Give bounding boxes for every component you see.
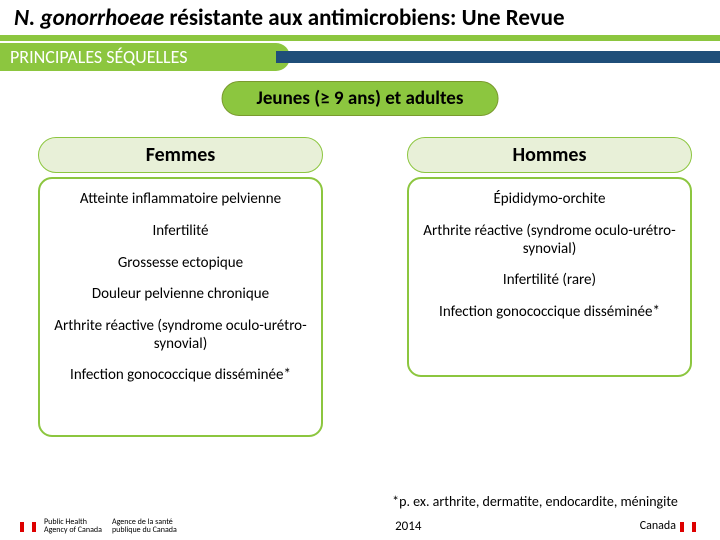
footnote: *p. ex. arthrite, dermatite, endocardite… [390,493,680,510]
title-bar: N. gonorrhoeae résistante aux antimicrob… [0,0,720,41]
panel-men: Épididymo-orchite Arthrite réactive (synd… [407,177,692,377]
flag-icon [20,522,36,532]
title-italic: N. gonorrhoeae [14,4,164,32]
logo-text-en: Public HealthAgency of Canada [44,518,102,534]
list-item: Atteinte inflammatoire pelvienne [80,191,281,209]
footer: Public HealthAgency of Canada Agence de … [0,516,720,540]
subtitle-row: PRINCIPALES SÉQUELLES [0,43,720,71]
list-item: Épididymo-orchite [493,191,605,209]
footer-year: 2014 [395,519,421,534]
gov-logo-right: Canada [640,520,700,532]
slide-title: N. gonorrhoeae résistante aux antimicrob… [14,6,706,31]
list-item: Grossesse ectopique [118,255,243,273]
flag-icon [680,522,696,532]
list-item: Infertilité [152,223,208,241]
logo-text-fr: Agence de la santépublique du Canada [112,518,177,534]
column-men: Hommes Épididymo-orchite Arthrite réactiv… [407,137,692,437]
canada-wordmark: Canada [640,520,676,532]
column-women: Femmes Atteinte inflammatoire pelvienne I… [38,137,323,437]
content-area: Jeunes (≥ 9 ans) et adultes Femmes Attei… [0,71,720,516]
list-item: Infection gonococcique disséminée* [70,367,291,385]
list-item: Douleur pelvienne chronique [92,286,269,304]
decor-bar [276,51,720,63]
slide: N. gonorrhoeae résistante aux antimicrob… [0,0,720,540]
list-item: Infertilité (rare) [503,272,596,290]
age-group-pill: Jeunes (≥ 9 ans) et adultes [222,81,499,116]
gov-logo-left: Public HealthAgency of Canada Agence de … [20,518,177,534]
panel-women: Atteinte inflammatoire pelvienne Infertil… [38,177,323,437]
columns: Femmes Atteinte inflammatoire pelvienne I… [38,137,692,437]
title-rest: résistante aux antimicrobiens: Une Revue [164,4,564,32]
list-item: Arthrite réactive (syndrome oculo-urétro… [419,223,680,258]
list-item: Infection gonococcique disséminée* [439,304,660,322]
column-header-women: Femmes [38,137,323,173]
column-header-men: Hommes [407,137,692,173]
list-item: Arthrite réactive (syndrome oculo-urétro… [50,318,311,353]
section-subtitle: PRINCIPALES SÉQUELLES [0,43,290,71]
